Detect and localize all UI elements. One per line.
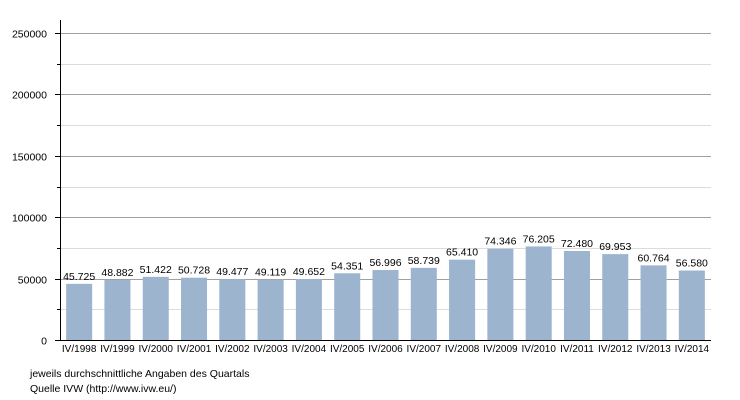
- bar: [449, 259, 476, 340]
- y-tick-label: 100000: [12, 213, 47, 225]
- bar: [410, 267, 437, 340]
- data-label: 51.422: [140, 264, 172, 276]
- x-tick-label: IV/2000: [138, 344, 173, 355]
- bar: [181, 277, 208, 340]
- source-text: Quelle IVW (http://www.ivw.eu/): [30, 383, 177, 395]
- x-tick-label: IV/2001: [177, 344, 212, 355]
- x-tick-label: IV/2004: [292, 344, 327, 355]
- x-tick-label: IV/2014: [675, 344, 710, 355]
- data-label: 49.652: [293, 266, 325, 278]
- x-tick-label: IV/2006: [368, 344, 403, 355]
- bar: [257, 279, 284, 340]
- data-label: 74.346: [484, 236, 516, 248]
- bar: [487, 248, 514, 340]
- data-label: 45.725: [63, 271, 95, 283]
- x-tick-label: IV/2013: [636, 344, 671, 355]
- data-label: 58.739: [408, 255, 440, 267]
- data-label: 69.953: [599, 241, 631, 253]
- bar: [602, 254, 629, 340]
- bar: [104, 279, 131, 340]
- bar: [66, 283, 93, 340]
- bar: [640, 265, 667, 340]
- bar: [563, 250, 590, 340]
- y-tick-label: 0: [41, 336, 47, 348]
- bar: [142, 276, 169, 340]
- x-tick-label: IV/2005: [330, 344, 365, 355]
- y-tick-label: 50000: [18, 275, 47, 287]
- bar: [219, 279, 246, 340]
- footnote-text: jeweils durchschnittliche Angaben des Qu…: [30, 368, 250, 380]
- y-tick-label: 150000: [12, 152, 47, 164]
- data-label: 72.480: [561, 238, 593, 250]
- data-label: 65.410: [446, 247, 478, 259]
- bar: [525, 246, 552, 340]
- x-tick-label: IV/2008: [445, 344, 480, 355]
- data-label: 56.996: [369, 257, 401, 269]
- x-tick-label: IV/2010: [521, 344, 556, 355]
- x-tick-label: IV/2007: [407, 344, 442, 355]
- x-tick-label: IV/2009: [483, 344, 518, 355]
- data-label: 49.477: [216, 266, 248, 278]
- bar: [678, 270, 705, 340]
- bar: [334, 273, 361, 340]
- data-label: 60.764: [637, 252, 669, 264]
- y-tick-label: 250000: [12, 29, 47, 41]
- y-tick-label: 200000: [12, 90, 47, 102]
- x-tick-label: IV/2003: [253, 344, 288, 355]
- x-tick-label: IV/2002: [215, 344, 250, 355]
- data-label: 48.882: [101, 267, 133, 279]
- bar: [372, 270, 399, 340]
- x-tick-label: IV/2012: [598, 344, 633, 355]
- bar: [295, 279, 322, 340]
- data-label: 49.119: [255, 267, 286, 279]
- data-label: 76.205: [523, 233, 555, 245]
- x-tick-label: IV/1998: [62, 344, 97, 355]
- x-tick-label: IV/2011: [560, 344, 594, 355]
- data-label: 56.580: [676, 258, 708, 270]
- x-tick-label: IV/1999: [100, 344, 135, 355]
- data-label: 50.728: [178, 265, 210, 277]
- data-label: 54.351: [331, 260, 363, 272]
